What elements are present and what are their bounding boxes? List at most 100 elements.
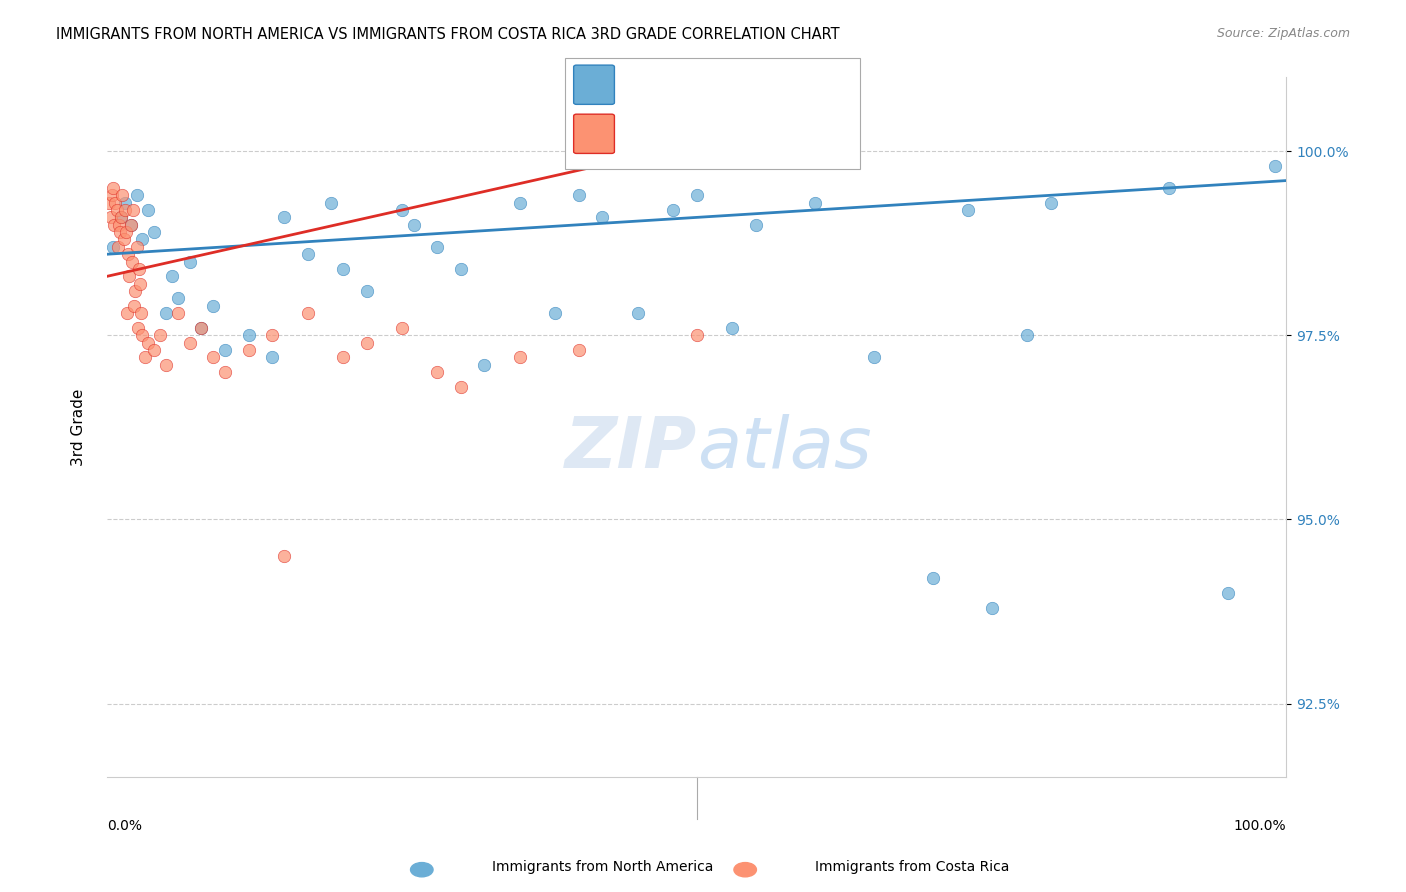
Point [101,188,124,202]
Point [138,202,160,217]
Point [273,211,295,225]
Point [179,254,201,268]
Point [125,240,148,254]
Point [101,181,124,195]
Point [544,306,567,320]
Point [155,306,177,320]
Y-axis label: 3rd Grade: 3rd Grade [72,389,86,466]
Point [980,600,1002,615]
Point [1216,586,1239,600]
Point [143,343,166,357]
Point [121,254,143,268]
Point [238,328,260,343]
Point [273,549,295,564]
Point [591,211,613,225]
Point [1264,159,1286,173]
Text: atlas: atlas [697,414,872,483]
Point [101,240,124,254]
Point [105,202,128,217]
Point [118,269,141,284]
Text: 100.0%: 100.0% [1234,819,1286,833]
Point [921,571,943,585]
Point [190,321,212,335]
Point [426,365,449,379]
Point [426,240,449,254]
Point [114,195,136,210]
Point [129,306,152,320]
Point [1015,328,1038,343]
Point [332,262,354,277]
Text: Immigrants from Costa Rica: Immigrants from Costa Rica [815,860,1010,874]
Point [112,232,135,246]
Point [98,195,121,210]
Point [862,351,884,365]
Point [120,218,142,232]
Point [108,218,131,232]
Point [108,225,131,239]
Point [450,380,472,394]
Point [131,328,153,343]
Point [745,218,768,232]
Point [214,365,236,379]
Point [721,321,744,335]
Point [100,211,122,225]
Point [107,240,129,254]
Point [127,321,149,335]
Point [103,218,125,232]
Point [166,292,188,306]
Point [124,284,146,298]
Point [332,351,354,365]
Point [568,188,591,202]
Text: R = 0.428   N = 51: R = 0.428 N = 51 [619,127,775,141]
Point [166,306,188,320]
Point [114,202,136,217]
Point [568,343,591,357]
Point [138,335,160,350]
Point [149,328,172,343]
Point [160,269,183,284]
Point [402,218,425,232]
Point [110,211,132,225]
Point [356,335,378,350]
Point [391,202,413,217]
Point [321,195,343,210]
Point [122,299,145,313]
Point [957,202,980,217]
Point [297,247,319,261]
Point [129,277,152,291]
Point [509,351,531,365]
Point [662,202,685,217]
Point [686,328,709,343]
Point [111,188,134,202]
Text: Source: ZipAtlas.com: Source: ZipAtlas.com [1216,27,1350,40]
Point [128,262,150,277]
Text: IMMIGRANTS FROM NORTH AMERICA VS IMMIGRANTS FROM COSTA RICA 3RD GRADE CORRELATIO: IMMIGRANTS FROM NORTH AMERICA VS IMMIGRA… [56,27,839,42]
Point [262,328,284,343]
Point [202,351,225,365]
Text: 0.0%: 0.0% [107,819,142,833]
Point [143,225,166,239]
Point [134,351,156,365]
Point [131,232,153,246]
Point [125,188,148,202]
Point [104,195,127,210]
Point [356,284,378,298]
Point [803,195,825,210]
Point [686,188,709,202]
Point [391,321,413,335]
Point [238,343,260,357]
Point [202,299,225,313]
Text: R = 0.293   N = 46: R = 0.293 N = 46 [619,69,775,83]
Point [214,343,236,357]
Point [179,335,201,350]
Point [115,306,138,320]
Point [110,211,132,225]
Point [509,195,531,210]
Point [450,262,472,277]
Text: Immigrants from North America: Immigrants from North America [492,860,713,874]
Point [1039,195,1062,210]
Point [120,218,142,232]
Text: ZIP: ZIP [565,414,697,483]
Point [474,358,496,372]
Point [627,306,650,320]
